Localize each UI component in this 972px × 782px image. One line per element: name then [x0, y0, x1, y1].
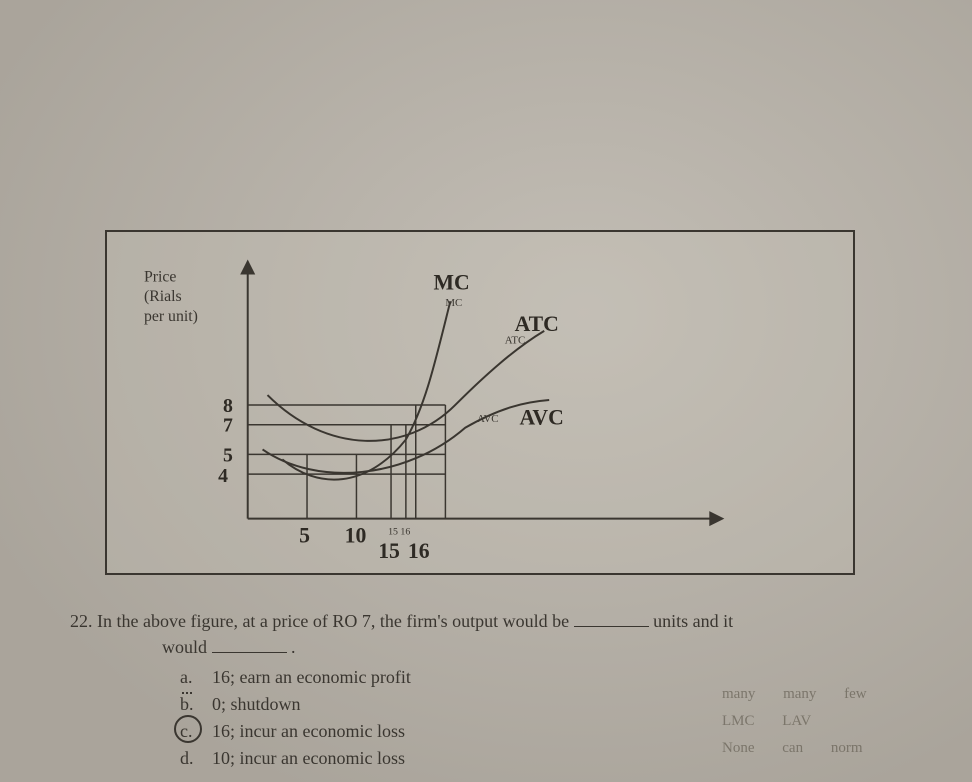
- margin-scribbles: many many few LMC LAV None can norm: [722, 681, 942, 762]
- scribble-word: None: [722, 740, 755, 756]
- option-letter: b.: [180, 691, 202, 717]
- scribble-row-3: None can norm: [722, 735, 942, 762]
- question-stem-part3: would: [162, 637, 212, 657]
- option-letter-circled: c.: [180, 718, 202, 744]
- label-mc-printed: MC: [445, 297, 462, 309]
- label-atc-hand: ATC: [515, 312, 559, 336]
- vertical-guides: [307, 405, 445, 519]
- ytick-8: 8: [223, 395, 233, 417]
- mc-curve: [282, 301, 450, 479]
- label-avc-hand: AVC: [520, 406, 564, 430]
- question-stem-part2: units and it: [653, 611, 733, 631]
- label-xticks-printed: 15 16: [388, 526, 410, 537]
- scribble-word: many: [783, 686, 816, 702]
- ytick-4: 4: [218, 465, 228, 487]
- xtick-5: 5: [299, 523, 310, 547]
- xtick-10: 10: [345, 523, 367, 547]
- y-axis-title-line2: (Rials: [144, 288, 182, 305]
- question-stem-tail: .: [291, 637, 296, 657]
- scribble-word: LAV: [782, 713, 811, 729]
- cost-curves-figure: Price (Rials per unit): [105, 230, 855, 575]
- scribble-row-1: many many few: [722, 681, 942, 708]
- label-atc-printed: ATC: [505, 335, 526, 347]
- option-letter: d.: [180, 745, 202, 771]
- question-stem-part1: In the above figure, at a price of RO 7,…: [97, 611, 574, 631]
- ytick-5: 5: [223, 444, 233, 466]
- xtick-15: 15: [378, 539, 400, 563]
- blank-2: [212, 635, 287, 653]
- axes: [242, 262, 722, 525]
- option-text: 0; shutdown: [212, 691, 301, 717]
- ytick-7: 7: [223, 415, 233, 437]
- xtick-16: 16: [408, 539, 430, 563]
- scribble-word: few: [844, 686, 867, 702]
- option-text: 10; incur an economic loss: [212, 745, 405, 771]
- label-avc-printed: AVC: [477, 413, 499, 425]
- scribble-word: norm: [831, 740, 863, 756]
- option-text: 16; earn an economic profit: [212, 664, 411, 690]
- question-stem-line1: 22. In the above figure, at a price of R…: [70, 608, 920, 634]
- scribble-word: LMC: [722, 713, 755, 729]
- scribble-word: can: [782, 740, 803, 756]
- scribble-word: many: [722, 686, 755, 702]
- figure-svg: Price (Rials per unit): [107, 232, 853, 573]
- option-text: 16; incur an economic loss: [212, 718, 405, 744]
- y-axis-title-line3: per unit): [144, 308, 198, 325]
- y-axis-title-line1: Price: [144, 268, 176, 285]
- label-mc-hand: MC: [434, 270, 470, 294]
- question-number: 22.: [70, 611, 93, 631]
- scribble-row-2: LMC LAV: [722, 708, 942, 735]
- blank-1: [574, 609, 649, 627]
- question-stem-line2: would .: [162, 634, 920, 660]
- option-letter: a.: [180, 664, 202, 690]
